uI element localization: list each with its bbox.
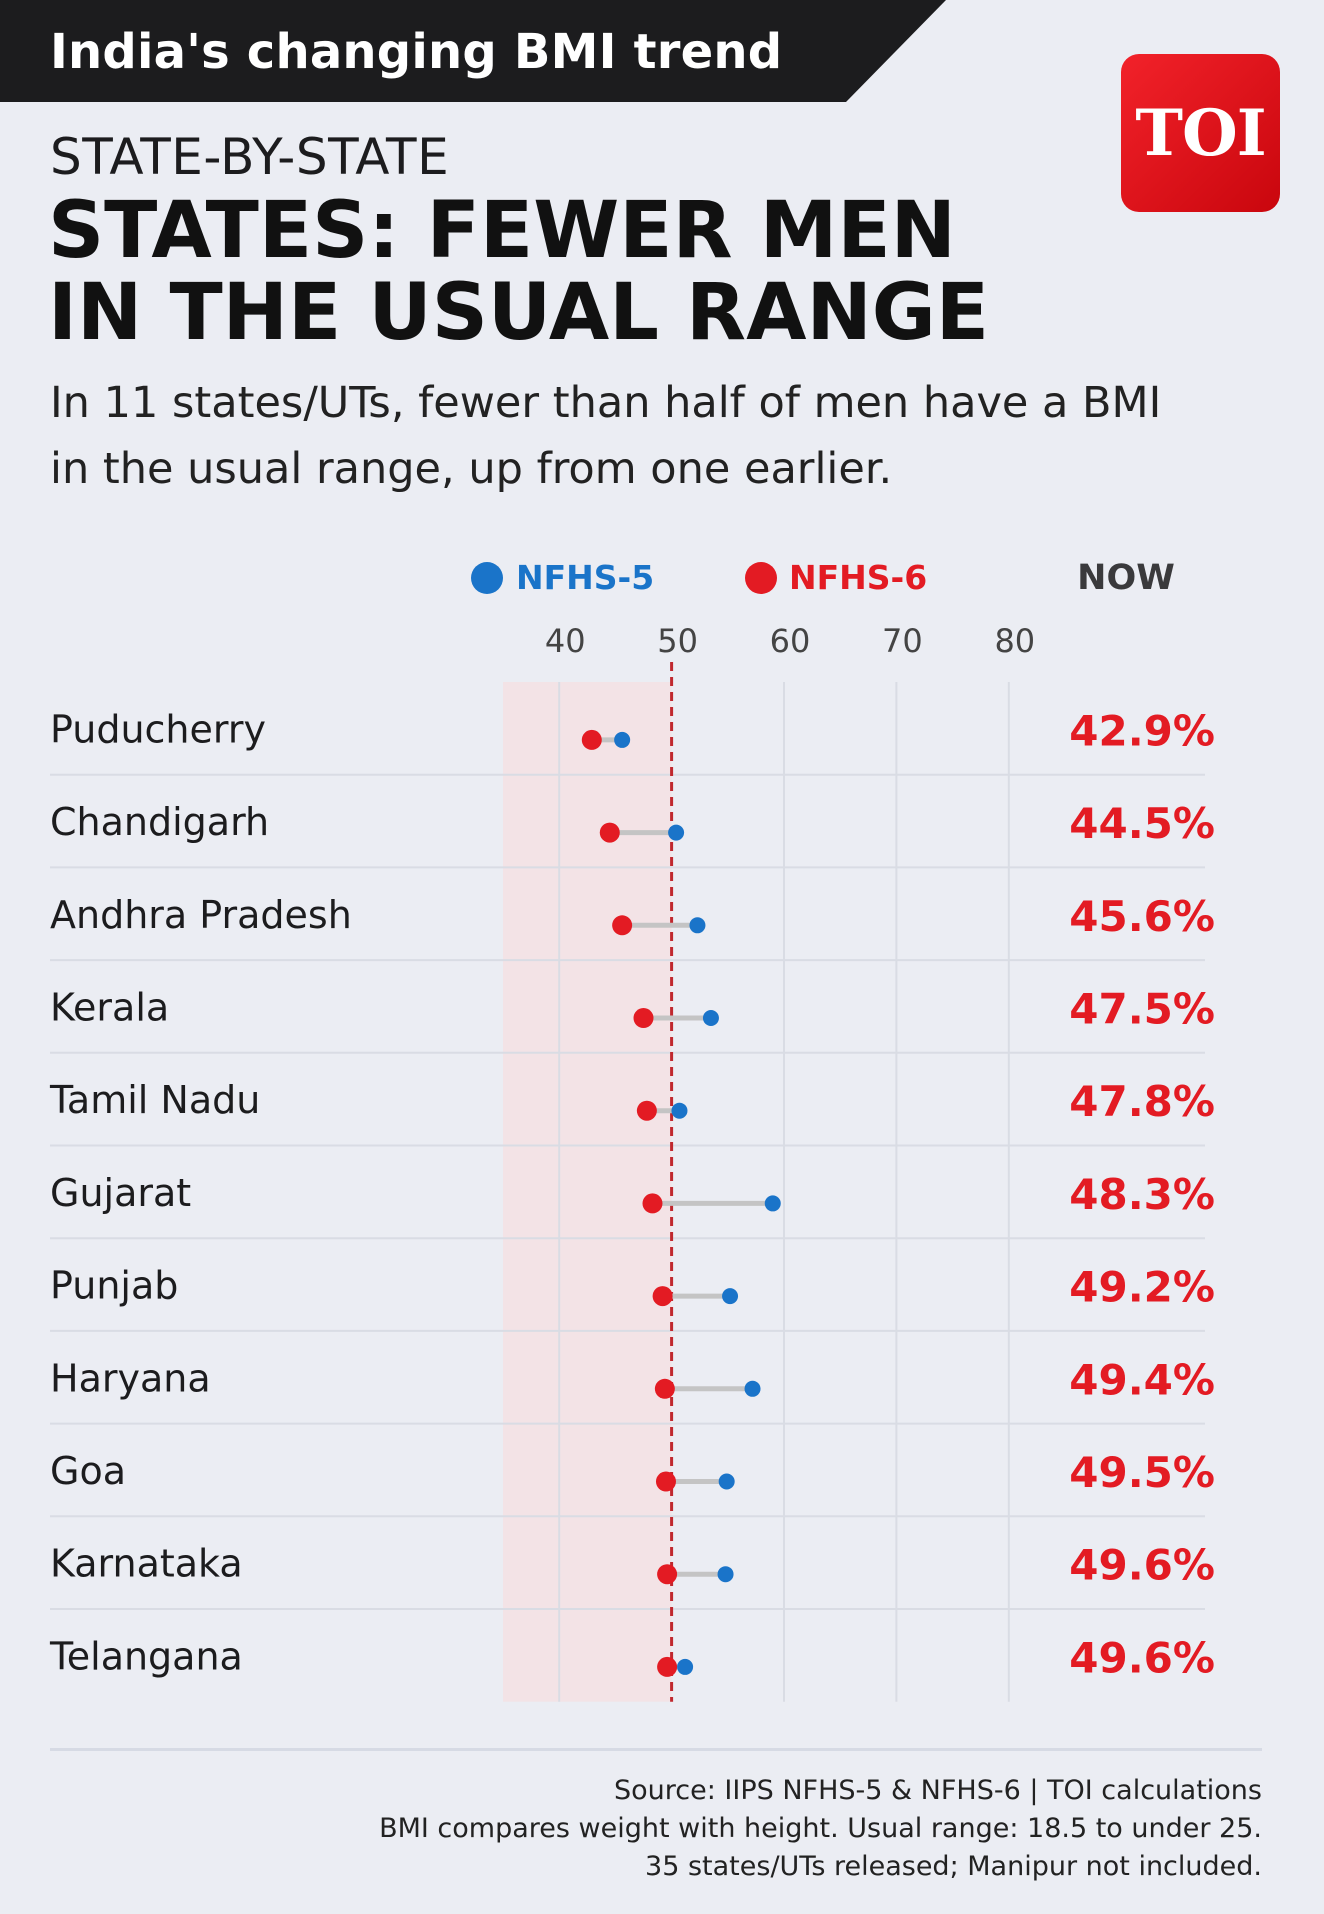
x-tick-label: 60: [770, 622, 811, 660]
nfhs5-point: [722, 1288, 739, 1305]
state-label: Punjab: [50, 1264, 178, 1308]
nfhs5-point: [717, 1566, 734, 1583]
nfhs6-point: [612, 915, 633, 936]
footer-notes: Source: IIPS NFHS-5 & NFHS-6 | TOI calcu…: [379, 1772, 1262, 1886]
state-label: Kerala: [50, 986, 169, 1030]
now-value-label: 47.5%: [1069, 985, 1215, 1034]
footer-source: Source: IIPS NFHS-5 & NFHS-6 | TOI calcu…: [614, 1775, 1262, 1806]
footer-divider: [50, 1748, 1262, 1751]
footer-bmi-note: BMI compares weight with height. Usual r…: [379, 1813, 1262, 1844]
now-value-label: 49.6%: [1069, 1633, 1215, 1682]
headline-line-2: IN THE USUAL RANGE: [48, 268, 990, 358]
nfhs5-point: [668, 824, 685, 841]
state-label: Telangana: [49, 1634, 243, 1678]
headline-line-1: STATES: FEWER MEN: [48, 186, 956, 276]
nfhs5-point: [744, 1380, 761, 1397]
state-label: Puducherry: [50, 707, 266, 751]
nfhs6-point: [654, 1378, 675, 1399]
now-value-label: 42.9%: [1069, 706, 1215, 755]
legend-nfhs5-label: NFHS-5: [516, 558, 654, 597]
state-label: Haryana: [50, 1356, 211, 1400]
legend-nfhs6-label: NFHS-6: [789, 558, 927, 597]
nfhs5-point: [764, 1195, 781, 1212]
now-value-label: 47.8%: [1069, 1077, 1215, 1126]
nfhs6-point: [642, 1193, 663, 1214]
headline: STATES: FEWER MEN IN THE USUAL RANGE: [48, 190, 1048, 354]
nfhs5-point: [671, 1102, 688, 1119]
x-tick-label: 50: [657, 622, 698, 660]
nfhs5-point: [614, 731, 631, 748]
x-tick-label: 40: [545, 622, 586, 660]
now-value-label: 49.4%: [1069, 1355, 1215, 1404]
legend-nfhs6-marker: [745, 562, 777, 594]
now-value-label: 49.6%: [1069, 1541, 1215, 1590]
toi-logo: TOI: [1121, 54, 1280, 212]
now-value-label: 49.5%: [1069, 1448, 1215, 1497]
subhead: In 11 states/UTs, fewer than half of men…: [50, 378, 1162, 494]
now-value-label: 48.3%: [1069, 1170, 1215, 1219]
nfhs6-point: [655, 1471, 676, 1492]
nfhs5-point: [689, 917, 706, 934]
nfhs6-point: [633, 1008, 654, 1029]
banner-background: [0, 0, 946, 102]
state-label: Tamil Nadu: [49, 1078, 260, 1122]
nfhs6-point: [657, 1656, 678, 1677]
state-label: Karnataka: [50, 1542, 243, 1586]
state-label: Chandigarh: [50, 800, 269, 844]
nfhs5-point: [702, 1010, 719, 1027]
now-value-label: 44.5%: [1069, 799, 1215, 848]
x-tick-label: 80: [994, 622, 1035, 660]
state-label: Goa: [50, 1449, 126, 1493]
nfhs5-point: [718, 1473, 735, 1490]
nfhs6-point: [581, 729, 602, 750]
nfhs6-point: [652, 1286, 673, 1307]
x-tick-label: 70: [882, 622, 923, 660]
kicker-text: STATE-BY-STATE: [50, 128, 450, 186]
state-label: Gujarat: [50, 1171, 191, 1215]
nfhs6-point: [636, 1100, 657, 1121]
dumbbell-chart: 40 50 60 70 80 NFHS-5 NFHS-6 NOW Puducherry 42.9%…: [49, 558, 1215, 1702]
now-value-label: 45.6%: [1069, 892, 1215, 941]
now-value-label: 49.2%: [1069, 1263, 1215, 1312]
nfhs6-point: [657, 1564, 678, 1585]
nfhs6-point: [599, 822, 620, 843]
banner-title: India's changing BMI trend: [50, 24, 783, 80]
now-column-header: NOW: [1077, 558, 1175, 598]
state-label: Andhra Pradesh: [50, 893, 352, 937]
nfhs5-point: [677, 1658, 694, 1675]
legend-nfhs5-marker: [471, 562, 503, 594]
title-banner: India's changing BMI trend: [0, 0, 950, 102]
footer-coverage-note: 35 states/UTs released; Manipur not incl…: [645, 1851, 1262, 1882]
below-threshold-shading: [503, 682, 672, 1702]
